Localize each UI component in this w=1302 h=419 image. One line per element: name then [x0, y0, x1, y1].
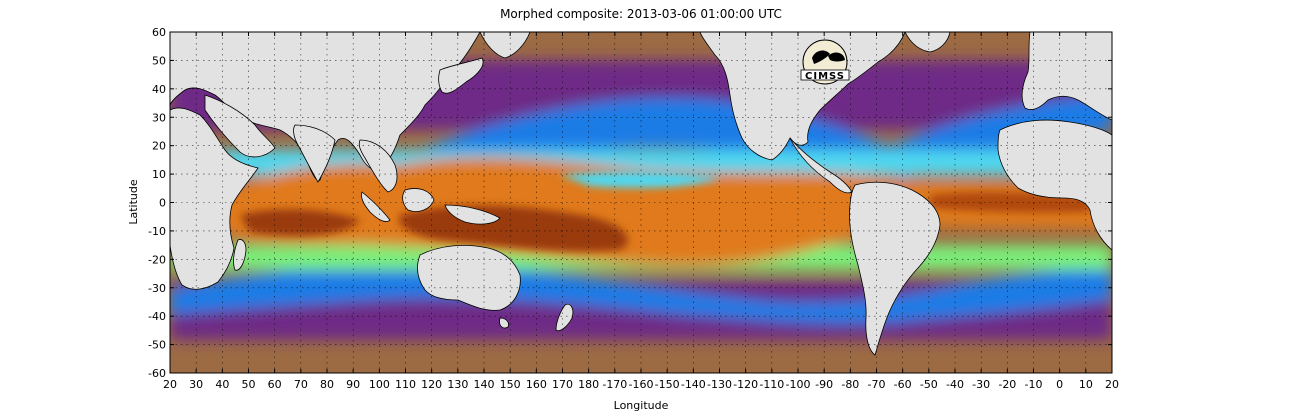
x-tick-label: -130: [707, 378, 732, 391]
south-america-land: [849, 181, 941, 356]
x-tick-label: -170: [602, 378, 627, 391]
x-tick-label: -110: [759, 378, 784, 391]
x-tick-label: 90: [346, 378, 360, 391]
x-tick-label: -10: [1025, 378, 1043, 391]
y-tick-label: 50: [152, 54, 166, 67]
y-tick-label: -10: [148, 225, 166, 238]
india-land: [293, 124, 336, 183]
x-tick-label: 10: [1079, 378, 1093, 391]
x-tick-label: 100: [369, 378, 390, 391]
y-tick-label: -40: [148, 310, 166, 323]
x-tick-label: 80: [320, 378, 334, 391]
southeast-asia-land: [358, 139, 398, 193]
x-tick-label: -150: [655, 378, 680, 391]
cimss-logo-banner: [800, 69, 850, 81]
landmasses: [170, 32, 1112, 356]
x-tick-label: 120: [421, 378, 442, 391]
x-axis-ticks: 20 30 40 50 60 70 80 90 100 110 120 130 140 150 160 170…: [163, 32, 1119, 391]
y-tick-label: 20: [152, 140, 166, 153]
x-tick-label: 170: [552, 378, 573, 391]
map-plot-area: CIMSS: [170, 32, 1112, 373]
y-tick-label: -20: [148, 253, 166, 266]
greenland-land: [904, 32, 951, 53]
new-zealand-land: [555, 303, 574, 332]
x-tick-label: 30: [189, 378, 203, 391]
y-tick-label: 0: [159, 197, 166, 210]
x-tick-label: 110: [395, 378, 416, 391]
x-tick-label: -40: [946, 378, 964, 391]
x-axis-title: Longitude: [614, 399, 669, 412]
x-tick-label: -30: [972, 378, 990, 391]
x-tick-label: -100: [786, 378, 811, 391]
madagascar-land: [233, 239, 247, 271]
cimss-logo-swirl-left: [812, 50, 830, 64]
x-tick-label: -120: [733, 378, 758, 391]
very-wet-core-indian-ocean: [240, 209, 360, 236]
x-tick-label: 20: [163, 378, 177, 391]
x-tick-label: -20: [998, 378, 1016, 391]
cimss-logo-text: CIMSS: [805, 71, 845, 82]
x-tick-label: -50: [920, 378, 938, 391]
europe-africa-east-land: [1021, 32, 1112, 121]
australia-land: [417, 244, 521, 311]
japan-land: [438, 57, 484, 94]
x-tick-label: 70: [294, 378, 308, 391]
x-tick-label: -60: [894, 378, 912, 391]
x-tick-label: 50: [242, 378, 256, 391]
y-tick-label: -60: [148, 367, 166, 380]
y-tick-label: 40: [152, 83, 166, 96]
cimss-logo-swirl-right: [828, 52, 845, 62]
west-africa-land: [997, 119, 1112, 251]
x-tick-label: -80: [841, 378, 859, 391]
x-tick-label: 140: [474, 378, 495, 391]
x-tick-label: -90: [815, 378, 833, 391]
x-tick-label: 20: [1105, 378, 1119, 391]
borneo-land: [402, 188, 435, 212]
kamchatka-land: [479, 32, 531, 59]
x-tick-label: -160: [629, 378, 654, 391]
x-tick-label: 0: [1056, 378, 1063, 391]
x-tick-label: 60: [268, 378, 282, 391]
tasmania-land: [499, 317, 509, 329]
x-tick-label: 160: [526, 378, 547, 391]
sumatra-land: [361, 191, 391, 222]
new-guinea-land: [444, 204, 501, 225]
y-tick-label: 60: [152, 26, 166, 39]
x-tick-label: -70: [868, 378, 886, 391]
dotted-grid: [170, 32, 1112, 373]
y-tick-label: -30: [148, 282, 166, 295]
x-tick-label: 130: [447, 378, 468, 391]
y-tick-label: 10: [152, 168, 166, 181]
cimss-logo: CIMSS: [800, 39, 850, 85]
y-axis-ticks: 60 50 40 30 20 10 0 -10 -20 -30 -40 -50 -60: [148, 26, 1112, 380]
y-tick-label: -50: [148, 339, 166, 352]
x-tick-label: 150: [500, 378, 521, 391]
central-pacific-cyan-streak: [560, 172, 720, 188]
x-tick-label: 180: [578, 378, 599, 391]
figure-title: Morphed composite: 2013-03-06 01:00:00 U…: [500, 7, 782, 21]
y-axis-title: Latitude: [127, 179, 140, 225]
y-tick-label: 30: [152, 111, 166, 124]
x-tick-label: 40: [215, 378, 229, 391]
x-tick-label: -140: [681, 378, 706, 391]
